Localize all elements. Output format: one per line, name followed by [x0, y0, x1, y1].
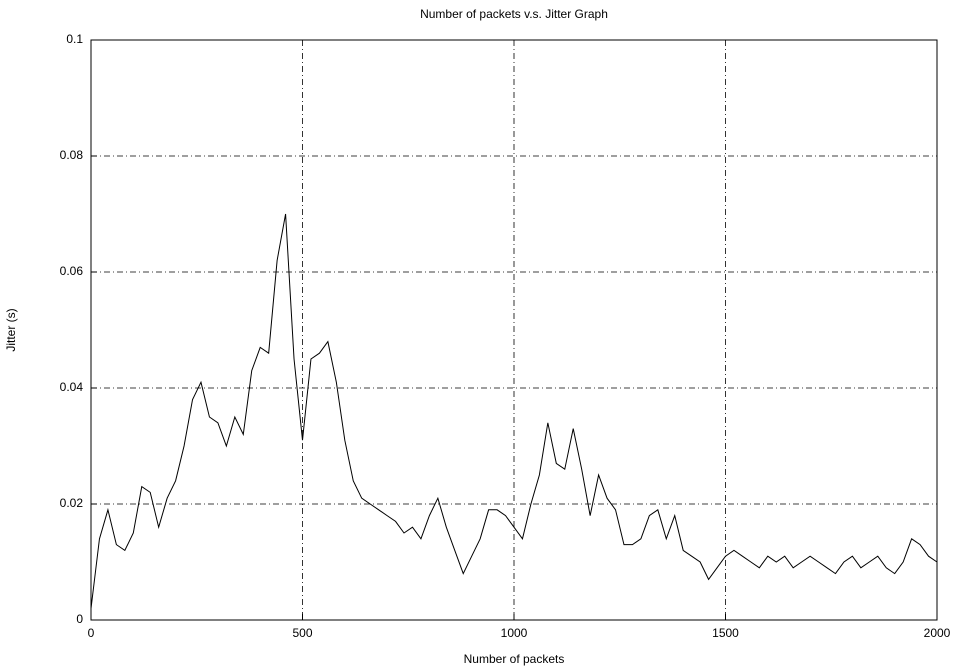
- x-tick-label: 1500: [712, 626, 739, 640]
- y-tick-label: 0.06: [60, 264, 84, 278]
- x-tick-label: 0: [88, 626, 95, 640]
- data-line: [90, 213, 938, 609]
- x-tick-label: 500: [292, 626, 312, 640]
- x-tick-label: 1000: [501, 626, 528, 640]
- x-axis-label: Number of packets: [464, 652, 565, 666]
- plot-frame: [90, 39, 938, 621]
- x-tick-label: 2000: [924, 626, 951, 640]
- y-tick-label: 0.02: [60, 496, 84, 510]
- y-tick-label: 0.04: [60, 380, 84, 394]
- chart-title: Number of packets v.s. Jitter Graph: [420, 7, 608, 21]
- y-tick-label: 0.08: [60, 148, 84, 162]
- y-tick-label: 0: [76, 612, 83, 626]
- y-axis-label: Jitter (s): [4, 308, 18, 351]
- y-tick-label: 0.1: [66, 32, 83, 46]
